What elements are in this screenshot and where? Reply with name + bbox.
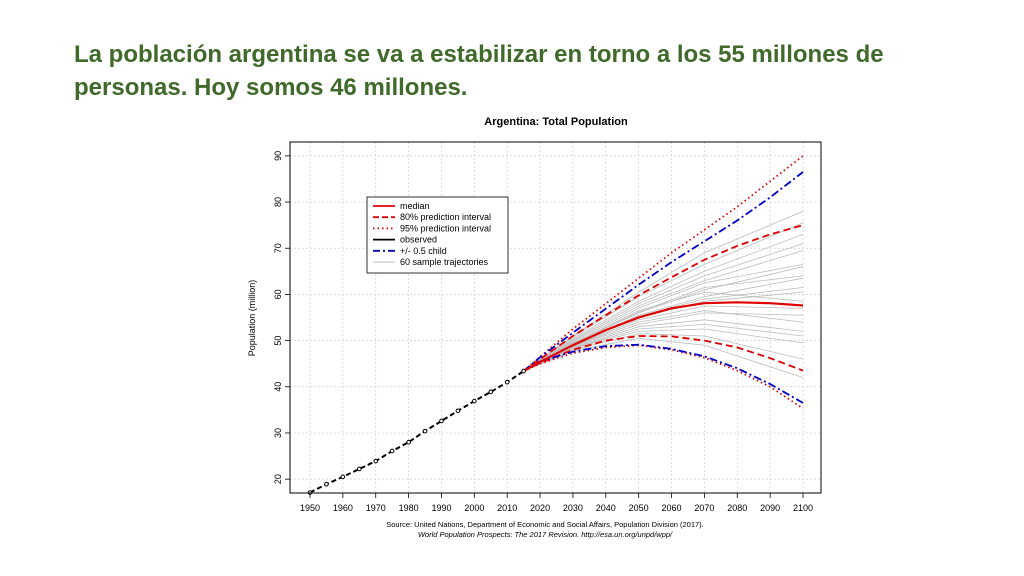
legend-label: 80% prediction interval	[400, 212, 491, 222]
legend-label: 60 sample trajectories	[400, 257, 489, 267]
series-sample-10	[523, 337, 804, 378]
series-sample-9	[523, 250, 804, 372]
x-tick-label: 2030	[563, 503, 583, 513]
x-tick-label: 2090	[760, 503, 780, 513]
observed-point	[389, 448, 395, 454]
x-tick-label: 1960	[333, 503, 353, 513]
y-tick-label: 30	[273, 428, 283, 438]
y-tick-label: 90	[273, 151, 283, 161]
x-tick-label: 1990	[431, 503, 451, 513]
x-tick-label: 1970	[366, 503, 386, 513]
series-sample-1	[523, 234, 804, 372]
slide-title-line-2: personas. Hoy somos 46 millones.	[74, 74, 468, 101]
observed-point	[373, 458, 379, 464]
series-sample-15	[523, 264, 804, 372]
y-tick-label: 20	[273, 474, 283, 484]
x-tick-label: 1980	[399, 503, 419, 513]
chart-title: Argentina: Total Population	[484, 116, 628, 128]
y-tick-label: 40	[273, 382, 283, 392]
legend-label: median	[400, 201, 430, 211]
grid-lines	[290, 142, 821, 493]
x-tick-label: 2080	[727, 503, 747, 513]
slide-title: La población argentina se va a estabiliz…	[74, 38, 974, 104]
observed-point	[422, 428, 428, 434]
plot-frame	[289, 141, 822, 494]
series-80-upper	[523, 224, 804, 372]
observed-point	[472, 398, 477, 404]
observed-point	[455, 408, 461, 414]
slide-title-line-1: La población argentina se va a estabiliz…	[74, 41, 884, 68]
x-tick-label: 2100	[793, 503, 813, 513]
series-layer	[307, 155, 804, 495]
observed-point	[521, 368, 526, 374]
x-tick-label: 1950	[300, 503, 320, 513]
y-tick-label: 70	[273, 243, 283, 253]
series--0-5-child	[523, 343, 804, 404]
axes: 1950 1960 1970 1980 1990 2000 2010 2020 2030 2040…	[273, 151, 813, 513]
source-line-2: World Population Prospects: The 2017 Rev…	[418, 530, 673, 539]
source-line-1: Source: United Nations, Department of Ec…	[386, 520, 704, 529]
x-tick-label: 2040	[596, 503, 616, 513]
observed-point	[439, 418, 444, 424]
x-tick-label: 2000	[464, 503, 484, 513]
plot-background	[290, 142, 821, 493]
series-95-lower	[523, 344, 804, 410]
observed-point	[357, 466, 362, 472]
observed-point	[324, 481, 329, 487]
observed-point	[488, 389, 494, 395]
x-tick-label: 2010	[497, 503, 517, 513]
x-tick-label: 2060	[662, 503, 682, 513]
y-tick-label: 60	[273, 289, 283, 299]
x-tick-label: 2050	[629, 503, 649, 513]
observed-point	[340, 474, 346, 480]
series-observed	[309, 370, 525, 494]
legend-label: observed	[400, 235, 437, 245]
x-tick-label: 2070	[694, 503, 714, 513]
series-sample-6	[523, 210, 804, 372]
observed-point	[406, 439, 411, 445]
legend-label: +/- 0.5 child	[400, 246, 447, 256]
observed-point	[504, 379, 510, 385]
legend-label: 95% prediction interval	[400, 223, 491, 233]
y-tick-label: 80	[273, 197, 283, 207]
legend-box	[366, 196, 509, 274]
y-axis-label: Population (million)	[247, 280, 257, 357]
x-tick-label: 2020	[530, 503, 550, 513]
series-sample-18	[523, 243, 804, 372]
series--0-5-child	[523, 171, 804, 372]
y-tick-label: 50	[273, 336, 283, 346]
series-sample-13	[523, 222, 804, 372]
series-median	[523, 301, 804, 373]
